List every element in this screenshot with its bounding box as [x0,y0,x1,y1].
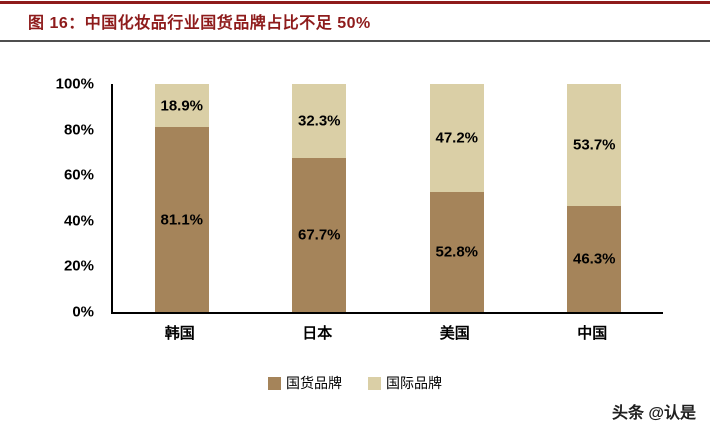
legend: 国货品牌 国际品牌 [0,373,710,393]
x-axis-label: 韩国 [164,325,195,342]
bar-segment [154,84,209,128]
bar-segment [154,127,209,312]
watermark: 头条 @认是 [611,405,696,422]
plot-area: 81.1% 18.9% 67.7% 32.3% 52.8% 47.2% 46.3% 53.7% [111,84,663,314]
bar-value-label: 53.7% [572,136,616,154]
bar-segment [567,84,622,207]
legend-swatch-icon [368,376,381,390]
bar-column: 52.8% 47.2% [429,84,484,312]
chart-title: 图 16：中国化妆品行业国货品牌占比不足 50% [28,15,371,32]
y-axis: 0% 20% 40% 60% 80% 100% [30,76,102,321]
y-axis-label: 0% [72,303,94,321]
y-axis-label: 100% [55,75,94,93]
legend-swatch-icon [268,376,281,390]
y-axis-label: 20% [63,257,94,275]
y-axis-label: 60% [63,166,94,184]
bar-value-label: 52.8% [435,243,479,261]
bar-segment [567,206,622,312]
legend-item: 国际品牌 [368,373,442,393]
x-axis-label: 日本 [302,325,333,342]
x-axis-label: 美国 [439,325,470,342]
legend-label: 国际品牌 [386,375,442,391]
y-axis-label: 40% [63,212,94,230]
bar-segment [429,84,484,192]
bar-segment [429,191,484,312]
x-axis-label: 中国 [577,325,608,342]
legend-item: 国货品牌 [268,373,342,393]
bar-value-label: 67.7% [297,226,341,244]
bar-value-label: 32.3% [297,112,341,130]
bar-column: 81.1% 18.9% [154,84,209,312]
bar-value-label: 46.3% [572,250,616,268]
bar-value-label: 18.9% [160,97,204,115]
bar-value-label: 47.2% [435,129,479,147]
bar-column: 46.3% 53.7% [567,84,622,312]
top-accent-rule [0,1,710,4]
y-axis-label: 80% [63,121,94,139]
bar-value-label: 81.1% [160,211,204,229]
x-axis: 韩国 日本 美国 中国 [111,322,661,346]
bar-segment [292,84,347,158]
title-divider [0,40,710,42]
legend-label: 国货品牌 [286,375,342,391]
bar-column: 67.7% 32.3% [292,84,347,312]
bar-segment [292,157,347,312]
